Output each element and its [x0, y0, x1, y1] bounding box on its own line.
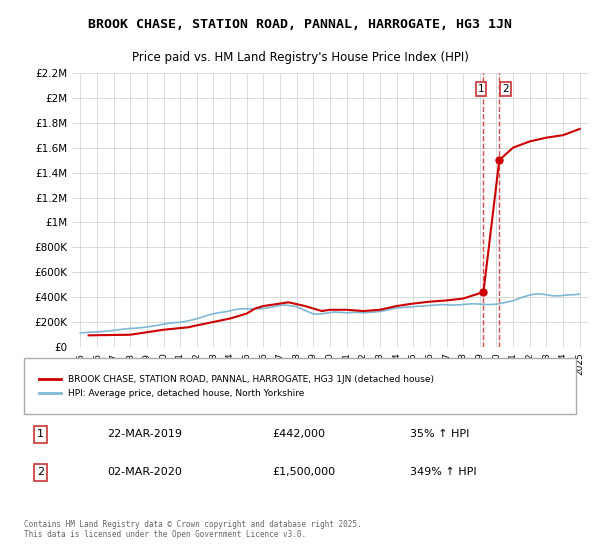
- Text: £1,500,000: £1,500,000: [272, 468, 335, 477]
- Text: 22-MAR-2019: 22-MAR-2019: [107, 430, 182, 439]
- Text: 02-MAR-2020: 02-MAR-2020: [107, 468, 182, 477]
- Text: 1: 1: [37, 430, 44, 439]
- Text: Price paid vs. HM Land Registry's House Price Index (HPI): Price paid vs. HM Land Registry's House …: [131, 51, 469, 64]
- Text: 349% ↑ HPI: 349% ↑ HPI: [410, 468, 477, 477]
- Text: 2: 2: [37, 468, 44, 477]
- Legend: BROOK CHASE, STATION ROAD, PANNAL, HARROGATE, HG3 1JN (detached house), HPI: Ave: BROOK CHASE, STATION ROAD, PANNAL, HARRO…: [34, 370, 439, 403]
- Text: Contains HM Land Registry data © Crown copyright and database right 2025.
This d: Contains HM Land Registry data © Crown c…: [24, 520, 362, 539]
- Text: BROOK CHASE, STATION ROAD, PANNAL, HARROGATE, HG3 1JN: BROOK CHASE, STATION ROAD, PANNAL, HARRO…: [88, 18, 512, 31]
- Text: 2: 2: [502, 84, 508, 94]
- FancyBboxPatch shape: [24, 358, 576, 414]
- Text: 35% ↑ HPI: 35% ↑ HPI: [410, 430, 470, 439]
- Text: £442,000: £442,000: [272, 430, 325, 439]
- Text: 1: 1: [478, 84, 484, 94]
